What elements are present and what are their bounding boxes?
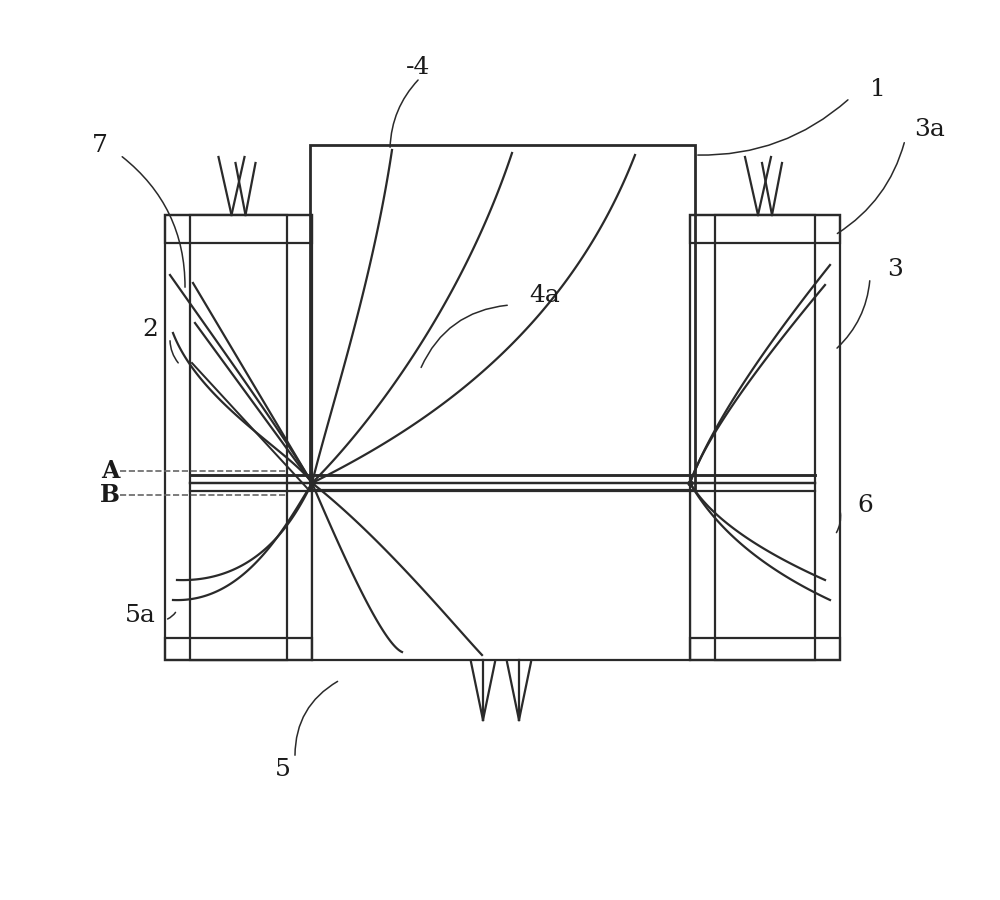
Text: 2: 2	[142, 319, 158, 341]
Bar	[190, 215, 287, 660]
Bar	[310, 145, 695, 490]
Text: 5a: 5a	[125, 604, 155, 626]
Text: 4a: 4a	[530, 284, 560, 307]
Bar	[165, 215, 312, 243]
Text: -4: -4	[406, 57, 430, 79]
Text: 7: 7	[92, 133, 108, 157]
Text: A: A	[101, 459, 119, 483]
Text: B: B	[100, 483, 120, 507]
Bar	[715, 215, 815, 660]
Bar	[690, 215, 840, 243]
Bar	[312, 490, 690, 660]
Text: 3a: 3a	[915, 119, 945, 141]
Text: 3: 3	[887, 258, 903, 282]
Bar	[165, 215, 312, 660]
Bar	[690, 215, 840, 660]
Bar	[165, 638, 312, 660]
Text: 6: 6	[857, 493, 873, 517]
Text: 1: 1	[870, 78, 886, 102]
Bar	[690, 638, 840, 660]
Text: 5: 5	[275, 759, 291, 781]
